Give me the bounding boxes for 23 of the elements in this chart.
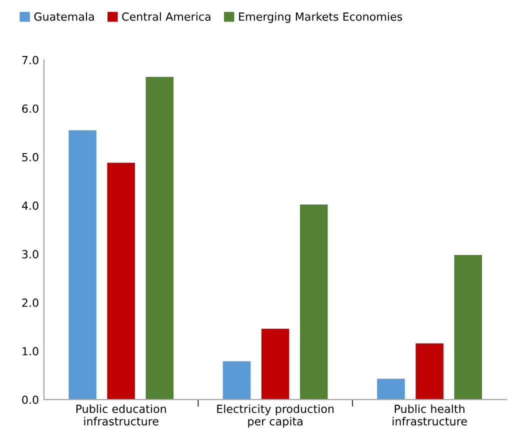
bar: [454, 255, 482, 400]
bar: [300, 204, 328, 400]
bar: [68, 130, 96, 400]
bar: [377, 378, 405, 400]
x-tick-label: Public health infrastructure: [392, 404, 467, 426]
bar: [146, 76, 174, 400]
y-tick-label: 4.0: [22, 201, 38, 210]
bar: [261, 328, 290, 400]
legend-label: Guatemala: [34, 12, 94, 21]
y-tick-label: 1.0: [22, 347, 38, 356]
legend-label: Central America: [122, 12, 210, 21]
y-tick-label: 6.0: [22, 104, 38, 113]
bar: [222, 361, 251, 400]
x-tick-label: Public education infrastructure: [76, 404, 166, 426]
legend-label: Emerging Markets Economies: [239, 12, 402, 23]
bar: [107, 162, 135, 400]
y-tick-label: 0.0: [22, 396, 38, 404]
x-tick-label: Electricity production per capita: [217, 404, 334, 428]
bar: [416, 343, 444, 400]
y-tick-label: 3.0: [22, 250, 38, 258]
y-tick-label: 7.0: [22, 56, 38, 64]
y-tick-label: 2.0: [22, 298, 38, 307]
y-tick-label: 5.0: [22, 152, 38, 162]
